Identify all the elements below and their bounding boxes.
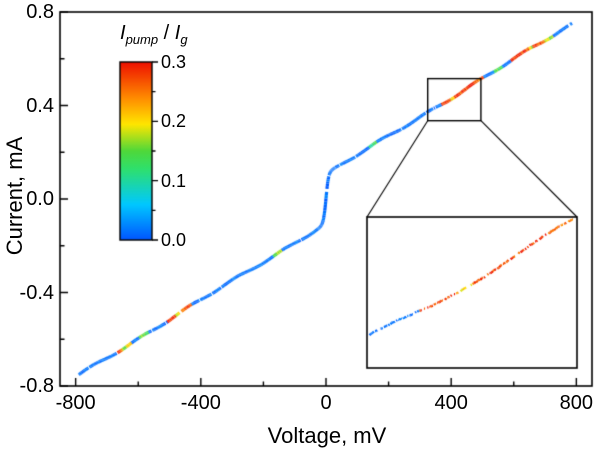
colorbar-title-I-g-symbol: I xyxy=(174,22,181,44)
x-axis-title: Voltage, mV xyxy=(267,423,387,448)
colorbar-title-divider: / xyxy=(158,22,175,44)
y-tick-label: -0.4 xyxy=(19,281,54,304)
x-tick-label: -400 xyxy=(180,392,221,414)
x-tick-label: -800 xyxy=(55,392,96,414)
x-tick-label: 0 xyxy=(320,392,332,414)
y-tick-label: 0.0 xyxy=(26,188,54,210)
y-tick-label: -0.8 xyxy=(19,375,54,397)
colorbar-title-pump-subscript: pump xyxy=(125,32,159,47)
y-tick-label: 0.8 xyxy=(26,1,54,23)
x-tick-label: 800 xyxy=(559,392,594,414)
colorbar-title-g-subscript: g xyxy=(180,32,188,47)
x-tick-label: 400 xyxy=(434,392,468,414)
colorbar-tick-label: 0.3 xyxy=(161,52,187,72)
colorbar-title-I-pump-symbol: I xyxy=(120,22,126,44)
colorbar-tick-label: 0.1 xyxy=(161,170,187,191)
y-tick-label: 0.4 xyxy=(26,94,54,117)
colorbar-title: Ipump / Ig xyxy=(120,22,188,47)
colorbar-tick-label: 0.0 xyxy=(161,230,187,250)
colorbar-tick-label: 0.2 xyxy=(161,111,187,132)
